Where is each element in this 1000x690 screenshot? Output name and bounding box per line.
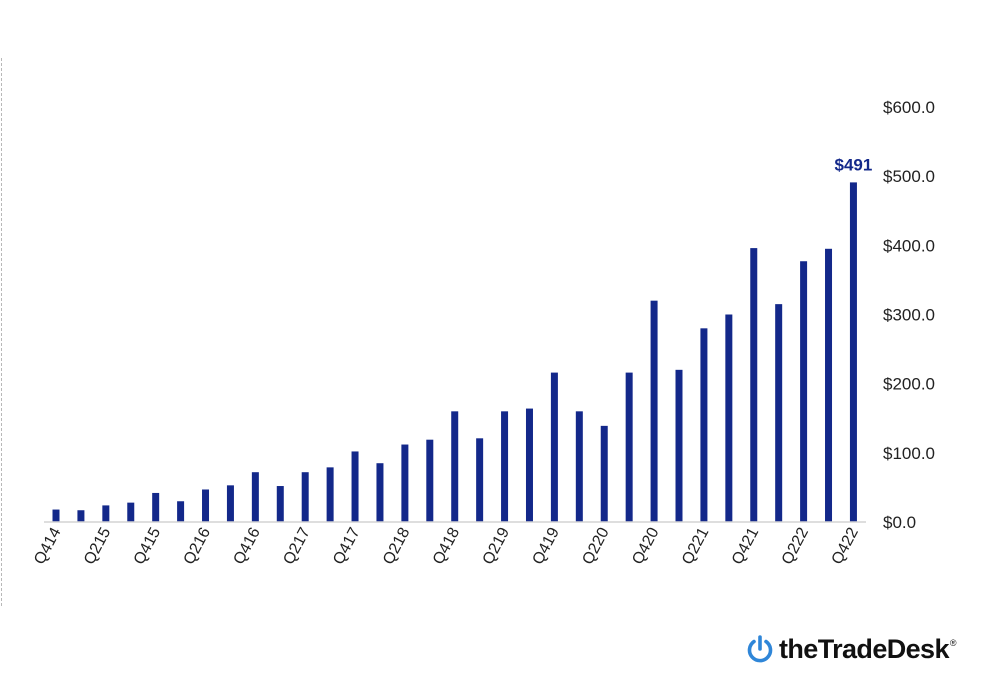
bar-Q318 <box>426 439 434 522</box>
x-tick-label: Q215 <box>81 525 114 568</box>
bars-group <box>52 182 857 523</box>
bar-Q220 <box>600 425 608 522</box>
bar-Q415 <box>152 492 160 522</box>
bar-Q419 <box>550 372 558 522</box>
data-labels: $491 <box>835 155 873 174</box>
y-tick-label: $300.0 <box>883 306 935 325</box>
bar-Q316 <box>226 485 234 522</box>
x-tick-label: Q221 <box>679 525 712 568</box>
y-tick-label: $0.0 <box>883 513 916 532</box>
x-tick-label: Q418 <box>430 525 463 568</box>
data-label: $491 <box>835 155 873 174</box>
y-tick-label: $500.0 <box>883 167 935 186</box>
x-tick-label: Q218 <box>380 525 413 568</box>
bar-Q219 <box>501 411 509 522</box>
bar-Q322 <box>825 248 833 523</box>
bar-Q121 <box>675 369 683 522</box>
bar-Q117 <box>276 486 284 522</box>
y-tick-label: $100.0 <box>883 444 935 463</box>
bar-Q217 <box>301 472 309 522</box>
bar-Q222 <box>800 261 808 522</box>
x-tick-label: Q417 <box>330 525 363 568</box>
bar-Q417 <box>351 451 359 522</box>
left-dashed-divider <box>1 58 2 606</box>
bar-Q321 <box>725 314 733 522</box>
bar-Q319 <box>525 408 533 522</box>
bar-Q320 <box>625 372 633 522</box>
bar-Q118 <box>376 463 384 522</box>
x-tick-label: Q219 <box>480 525 513 568</box>
bar-Q418 <box>451 411 459 522</box>
x-tick-label: Q216 <box>181 525 214 568</box>
y-tick-label: $600.0 <box>883 98 935 117</box>
x-tick-label: Q416 <box>231 525 264 568</box>
y-tick-label: $400.0 <box>883 236 935 255</box>
x-tick-label: Q422 <box>829 525 862 568</box>
bar-Q317 <box>326 467 334 522</box>
x-tick-label: Q217 <box>280 525 313 568</box>
bar-Q216 <box>202 489 210 522</box>
bar-Q315 <box>127 502 135 522</box>
bar-Q416 <box>251 472 259 522</box>
bar-Q420 <box>650 300 658 522</box>
bar-Q120 <box>575 411 583 522</box>
logo-registered-mark: ® <box>949 638 957 648</box>
logo-wordmark: theTradeDesk <box>779 633 949 664</box>
bar-Q414 <box>52 509 60 522</box>
x-tick-label: Q415 <box>131 525 164 568</box>
x-tick-label: Q220 <box>579 525 612 568</box>
y-axis-ticks: $0.0 $100.0 $200.0 $300.0 $400.0 $500.0 $600.0 <box>883 98 935 532</box>
bar-Q421 <box>750 248 758 522</box>
bar-Q221 <box>700 328 708 522</box>
x-tick-label: Q420 <box>629 525 662 568</box>
x-axis-ticks: Q414 Q215 Q415 Q216 Q416 Q217 Q417 Q218 Q418 Q219… <box>31 525 862 568</box>
tradedesk-logo: theTradeDesk ® <box>745 632 957 666</box>
bar-Q116 <box>177 501 185 522</box>
bar-Q115 <box>77 510 85 522</box>
x-tick-label: Q414 <box>31 525 64 568</box>
bar-Q119 <box>476 438 484 522</box>
bar-chart: $0.0 $100.0 $200.0 $300.0 $400.0 $500.0 $600.0… <box>31 98 935 568</box>
bar-Q215 <box>102 505 110 522</box>
y-tick-label: $200.0 <box>883 375 935 394</box>
x-tick-label: Q419 <box>530 525 563 568</box>
x-tick-label: Q421 <box>729 525 762 568</box>
bar-Q422 <box>849 182 857 522</box>
bar-Q218 <box>401 444 409 522</box>
power-icon <box>747 635 773 663</box>
bar-Q122 <box>775 304 783 523</box>
x-tick-label: Q222 <box>779 525 812 568</box>
